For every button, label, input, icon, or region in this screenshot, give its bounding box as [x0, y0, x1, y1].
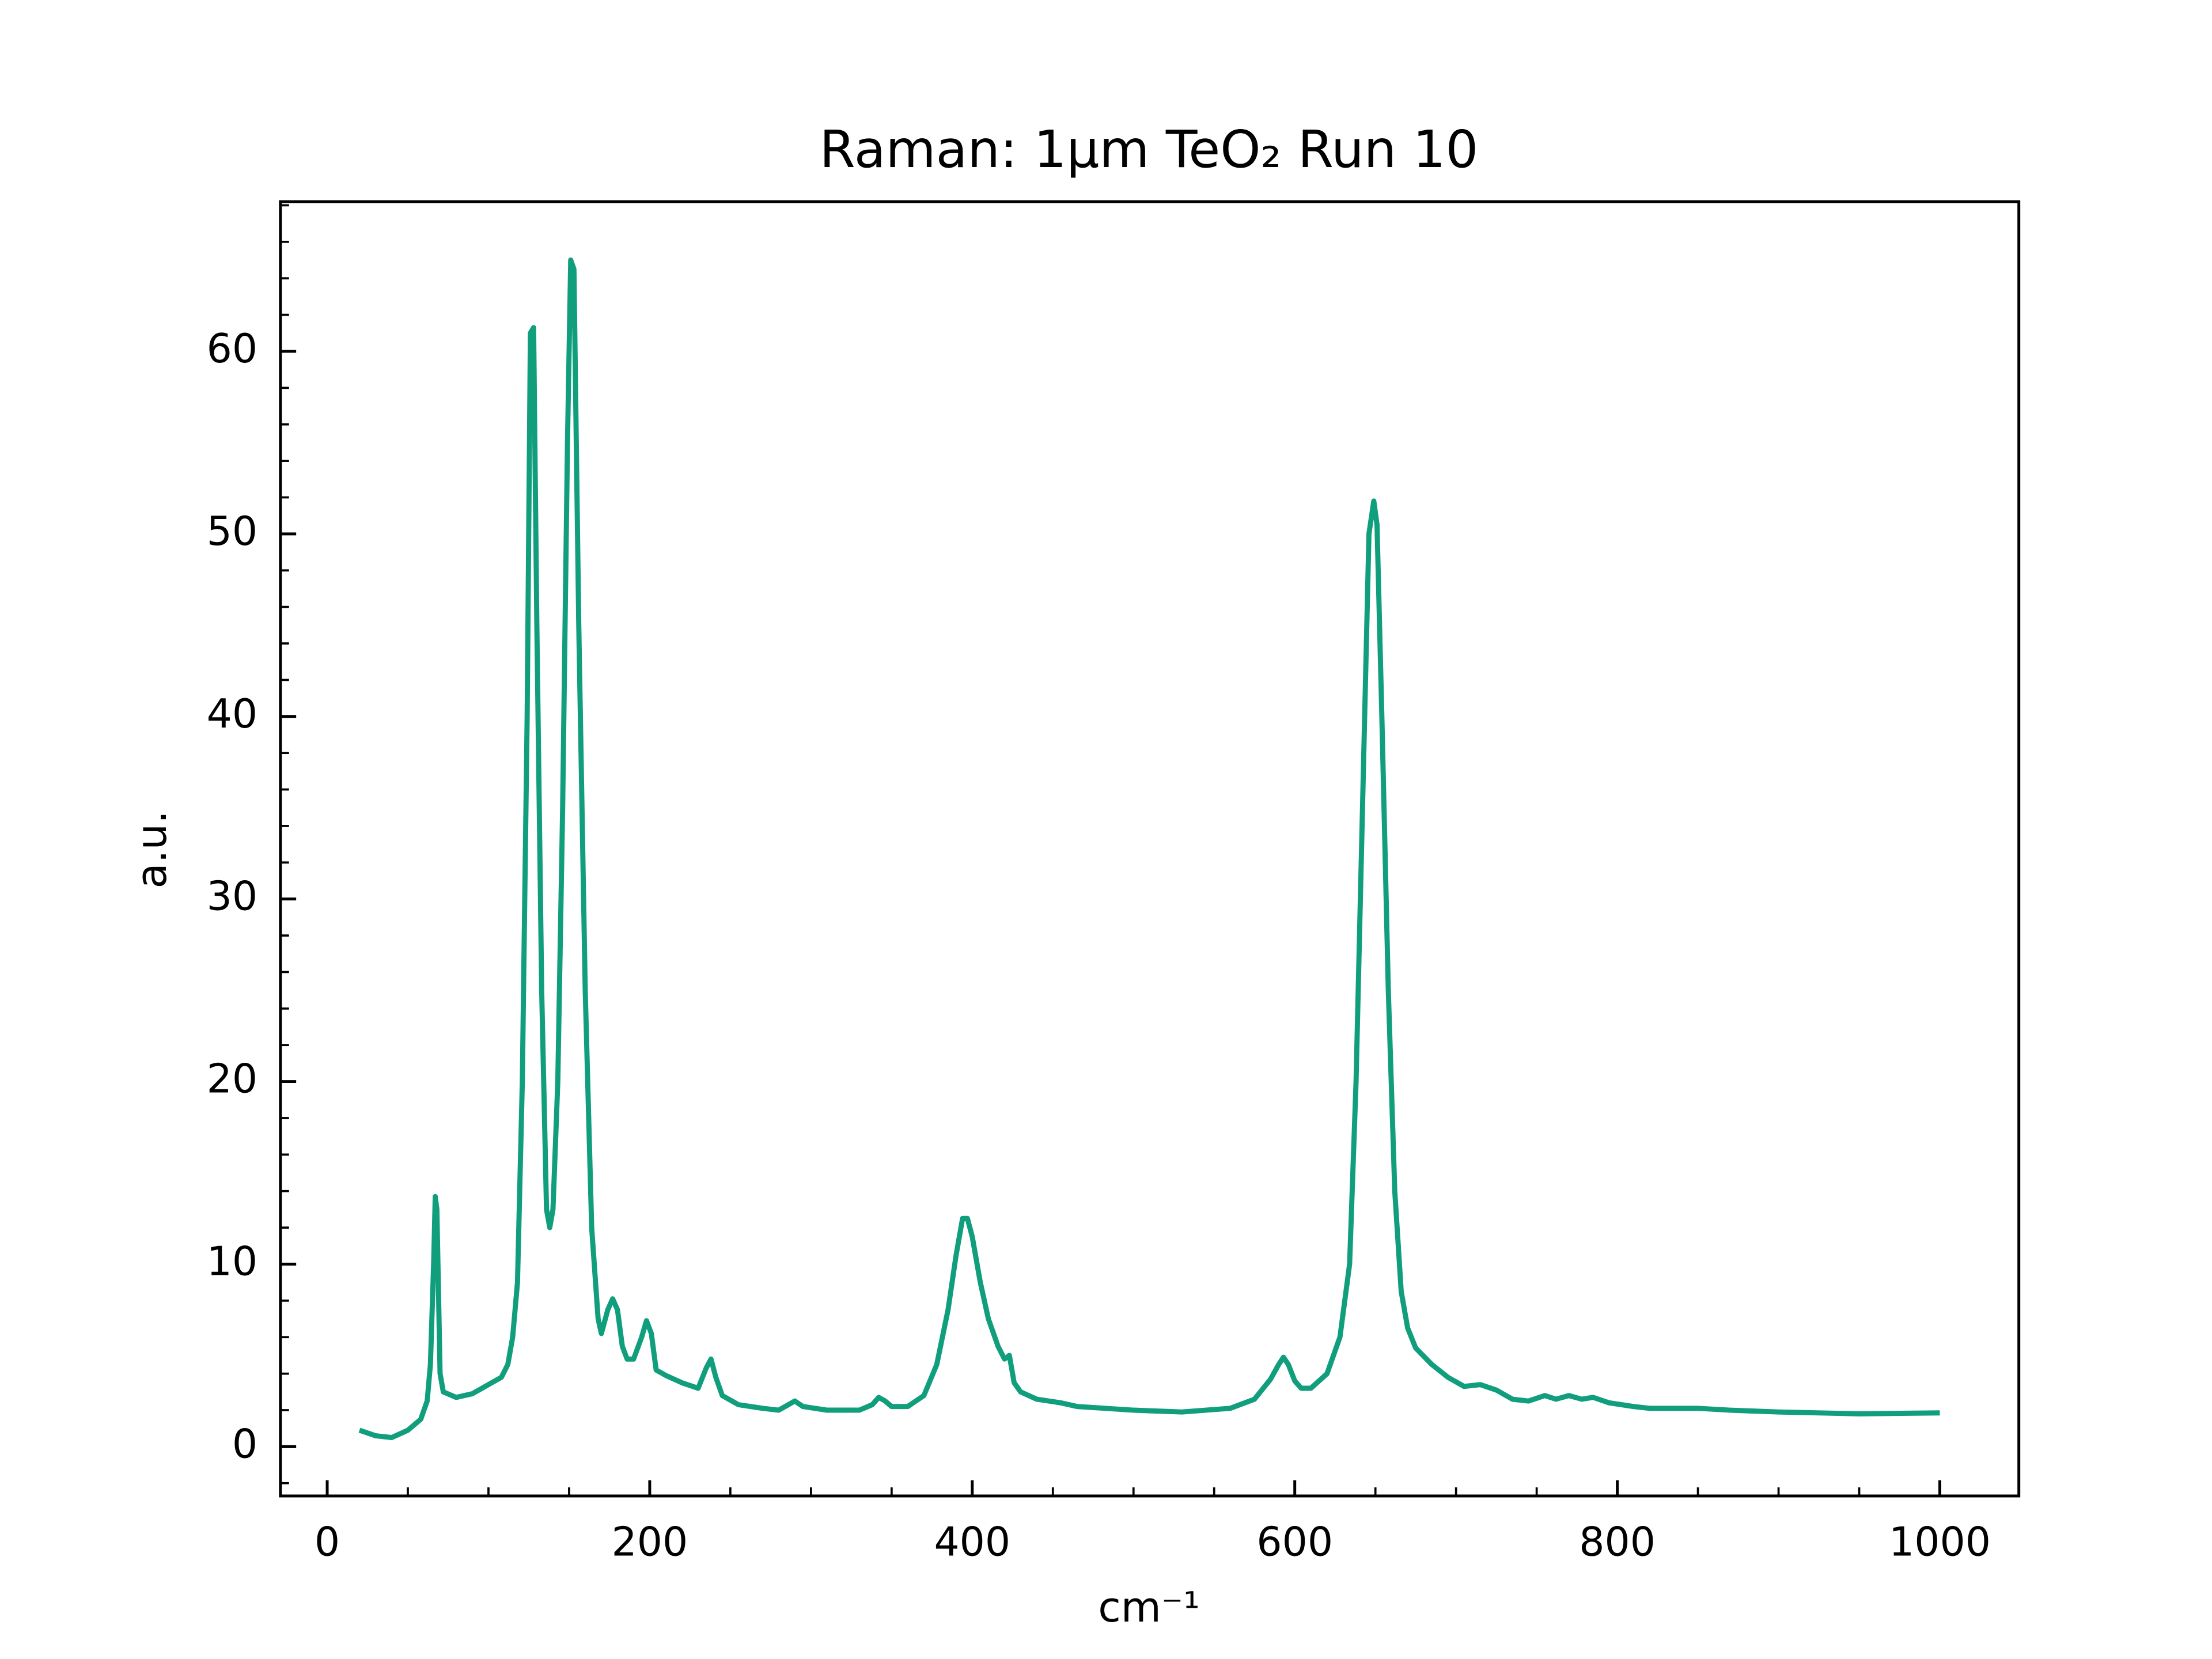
y-tick-label: 10: [207, 1238, 257, 1285]
y-tick-label: 0: [232, 1421, 257, 1467]
y-tick-label: 30: [207, 873, 257, 920]
x-axis-label: cm⁻¹: [1098, 1583, 1200, 1631]
chart-title: Raman: 1μm TeO₂ Run 10: [820, 120, 1479, 180]
x-tick-label: 0: [315, 1518, 340, 1565]
x-tick-label: 800: [1579, 1518, 1656, 1565]
y-tick-label: 50: [207, 508, 257, 555]
data-line: [358, 257, 1940, 1441]
plot-frame: [279, 200, 2021, 1498]
x-tick-label: 200: [612, 1518, 688, 1565]
y-tick-label: 20: [207, 1056, 257, 1103]
y-axis-label: a.u.: [127, 810, 176, 889]
x-tick-label: 600: [1256, 1518, 1333, 1565]
y-tick-label: 60: [207, 325, 257, 372]
x-tick-label: 400: [934, 1518, 1010, 1565]
x-tick-label: 1000: [1889, 1518, 1991, 1565]
y-tick-label: 40: [207, 691, 257, 737]
